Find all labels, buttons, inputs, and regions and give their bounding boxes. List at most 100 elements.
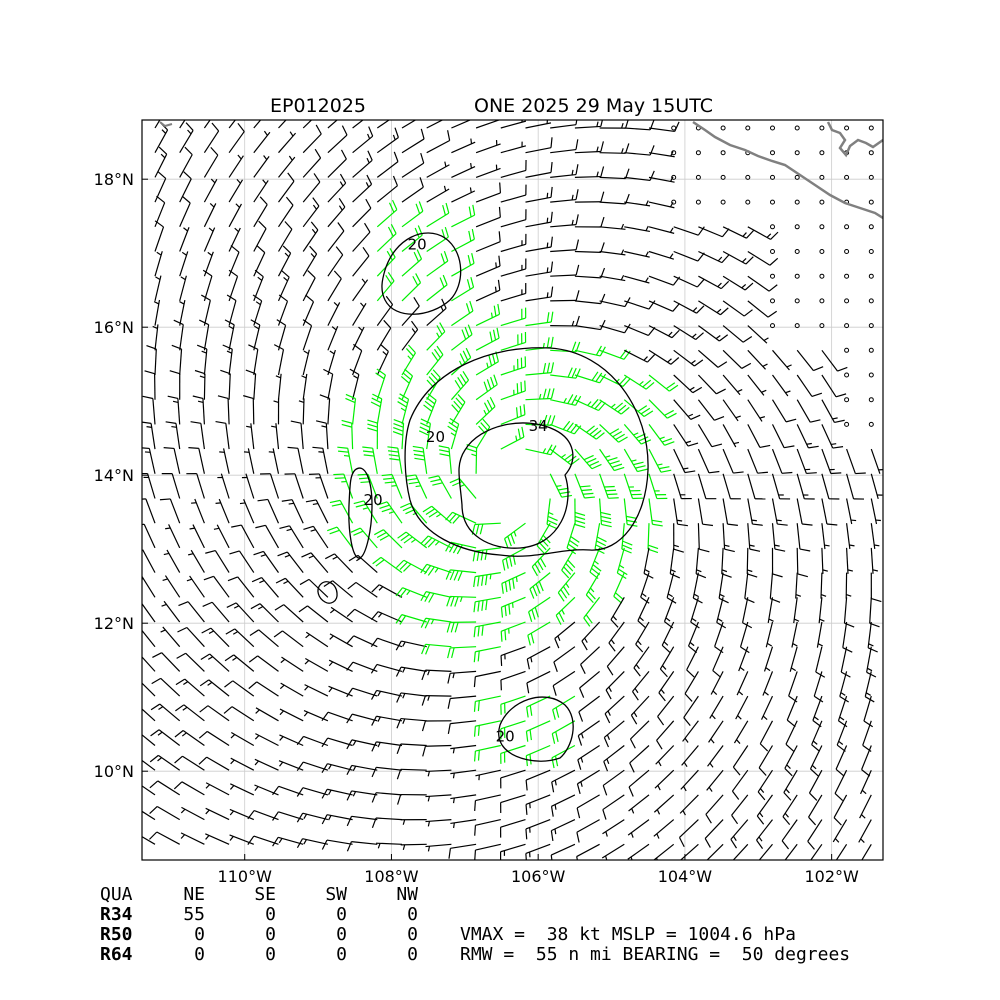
r64-sw: 0 [336, 944, 347, 965]
wind-barb [781, 819, 798, 850]
wind-barb [191, 498, 205, 524]
contour-20kt-north [381, 232, 462, 315]
wind-barb [525, 311, 554, 327]
wind-barb [846, 547, 854, 574]
wind-barb [425, 819, 452, 827]
wind-barb [337, 446, 354, 474]
contour-34kt [458, 422, 574, 549]
wind-barb [500, 120, 527, 129]
wind-barb [179, 227, 190, 252]
wind-barb [228, 203, 242, 228]
wind-barb [550, 264, 580, 277]
calm-marker [868, 273, 874, 279]
calm-marker [745, 199, 751, 205]
wind-barb [445, 569, 477, 582]
wind-barb [648, 424, 675, 446]
wind-barb [327, 270, 342, 302]
wind-barb [179, 251, 189, 277]
wind-barb [142, 810, 156, 821]
wind-barb [500, 670, 526, 691]
wind-barb [142, 759, 156, 771]
calm-marker [770, 125, 775, 131]
lon-tick-label: 102°W [804, 867, 859, 886]
calm-marker [868, 347, 874, 353]
calm-marker [794, 273, 800, 279]
wind-barb [273, 344, 285, 376]
calm-marker [844, 249, 850, 254]
wind-barb [835, 843, 848, 860]
wind-barb [370, 663, 403, 674]
wind-barb [599, 323, 631, 334]
wind-barb [142, 734, 156, 746]
wind-barb [426, 250, 449, 277]
wind-barb [526, 646, 551, 670]
wind-barb [550, 843, 576, 860]
wind-barb [673, 498, 688, 527]
wind-barb [624, 275, 650, 284]
wind-barb [451, 120, 472, 129]
calm-marker [819, 224, 825, 230]
wind-barb [451, 162, 476, 178]
calm-marker [819, 199, 825, 205]
wind-barb [252, 294, 263, 326]
wind-barb [370, 689, 403, 700]
wind-barb [142, 656, 156, 672]
wind-barb [327, 173, 347, 203]
calm-marker [868, 199, 874, 205]
lon-tick-label: 104°W [658, 867, 713, 886]
wind-barb [525, 162, 553, 178]
wind-barb [500, 426, 525, 450]
wind-barb [319, 394, 331, 425]
wind-barb [697, 424, 723, 448]
wind-barb [746, 547, 758, 578]
table-header-se: SE [254, 884, 276, 905]
wind-barb [405, 474, 428, 499]
calm-marker [868, 150, 874, 156]
wind-barb [747, 349, 768, 370]
wind-barb [722, 498, 738, 526]
wind-barb [239, 499, 255, 524]
wind-barb [474, 819, 501, 836]
wind-barb [175, 678, 205, 697]
wind-barb [447, 646, 477, 659]
wind-barb [698, 275, 730, 290]
wind-barb [352, 343, 363, 376]
wind-barb [500, 209, 527, 228]
calm-marker [794, 150, 800, 156]
wind-barb [327, 325, 339, 351]
lat-tick-label: 12°N [94, 614, 134, 633]
wind-barb [376, 319, 392, 351]
wind-barb [222, 344, 233, 376]
lon-tick-label: 106°W [511, 867, 566, 886]
wind-barb [370, 393, 383, 425]
wind-barb [818, 597, 825, 624]
wind-barb [305, 499, 329, 524]
wind-speed-contours [317, 232, 649, 762]
wind-barb [550, 139, 579, 154]
wind-barb [574, 293, 606, 305]
wind-barb [421, 643, 452, 655]
r34-sw: 0 [336, 904, 347, 925]
wind-barb [423, 393, 437, 425]
wind-barb [698, 349, 728, 368]
wind-barb [686, 646, 699, 678]
wind-barb [599, 448, 625, 472]
contour-20kt-west [348, 467, 373, 559]
wind-barb [163, 549, 181, 573]
wind-barb [321, 839, 353, 850]
wind-barb [426, 202, 450, 228]
calm-marker [770, 150, 775, 156]
wind-barb [846, 498, 857, 525]
wind-barb [525, 211, 553, 228]
wind-barb [550, 120, 578, 129]
calm-marker [819, 150, 825, 156]
wind-barb [574, 319, 606, 331]
wind-barb [352, 302, 367, 326]
wind-barb [473, 720, 501, 737]
wind-barb [599, 120, 629, 129]
wind-barb [648, 448, 672, 473]
wind-barb [327, 526, 354, 549]
wind-barb [179, 122, 194, 154]
wind-barb [789, 646, 798, 672]
wind-barb [228, 245, 240, 277]
